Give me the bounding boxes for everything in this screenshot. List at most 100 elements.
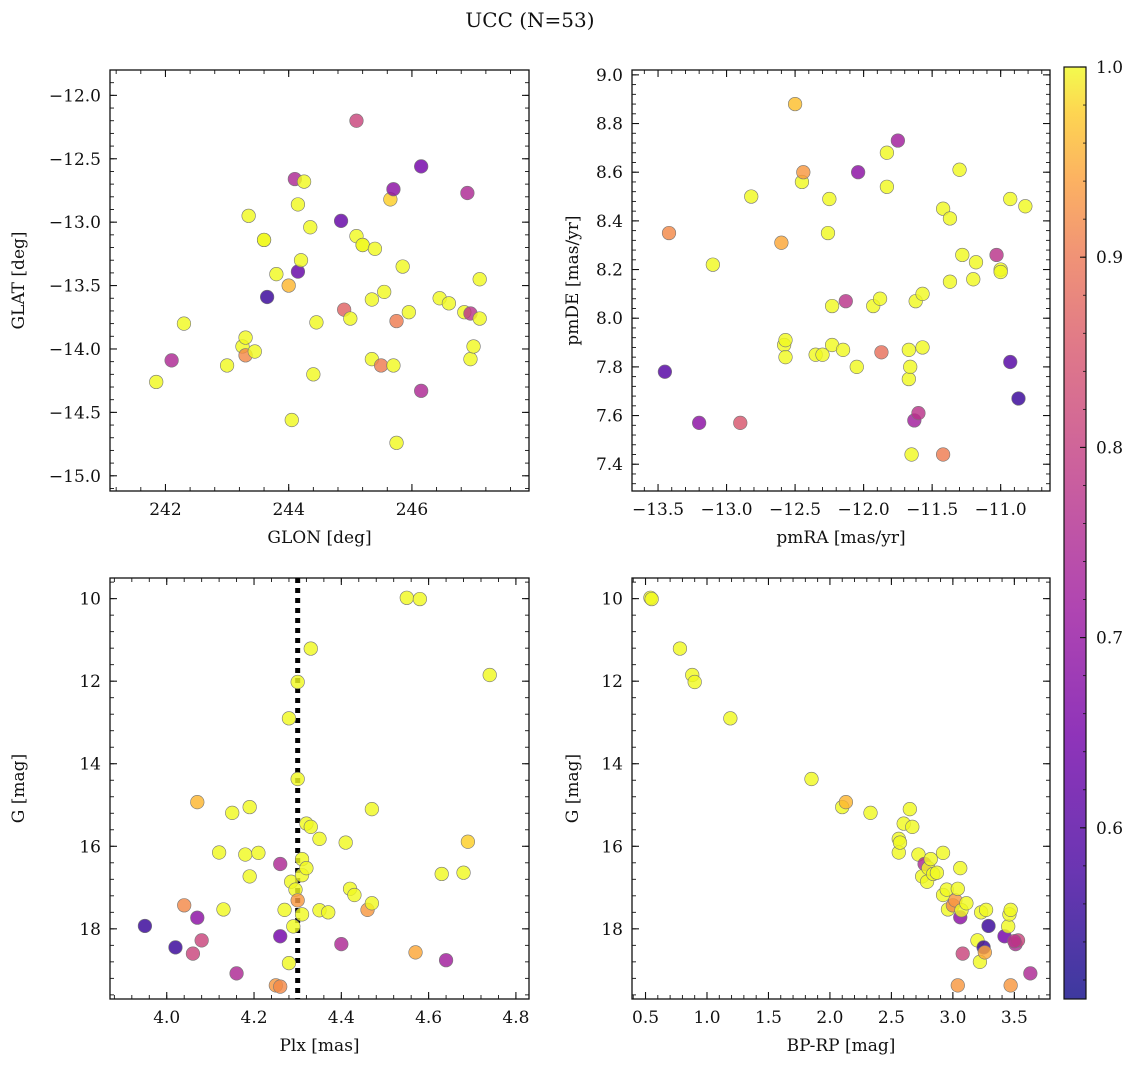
y-tick-label: 12 xyxy=(601,672,623,692)
data-point xyxy=(321,905,336,920)
y-tick-label: −12.5 xyxy=(49,150,101,170)
data-point xyxy=(874,345,889,360)
x-tick-label: 1.0 xyxy=(693,1008,720,1028)
data-point xyxy=(661,225,677,241)
x-axis-label: GLON [deg] xyxy=(267,528,371,548)
data-point xyxy=(386,358,401,373)
x-axis-label: pmRA [mas/yr] xyxy=(776,528,905,548)
data-point xyxy=(733,415,748,430)
panel-4: 0.5 1.0 1.5 2.0 2.5 3.0 3.5 10 12 14 16 18 BP-RP [ma… xyxy=(563,577,1051,1056)
data-point xyxy=(176,316,192,331)
y-tick-label: 7.4 xyxy=(596,455,623,475)
data-point xyxy=(1003,354,1018,370)
y-tick-label: 8.2 xyxy=(596,261,623,281)
data-point xyxy=(251,845,266,860)
data-point xyxy=(338,835,353,850)
data-point xyxy=(333,213,349,229)
data-point xyxy=(902,802,917,817)
data-point xyxy=(977,945,992,960)
data-point xyxy=(644,591,659,607)
data-point xyxy=(290,674,305,690)
data-point xyxy=(347,887,362,903)
data-point xyxy=(892,835,908,850)
panels: 242 244 246 −12.0 −12.5 −13.0 −13.5 −14.0 −14.5 −… xyxy=(9,66,1051,1056)
colorbar: 0.6 0.7 0.8 0.9 1.0 xyxy=(1063,58,1123,1000)
data-point xyxy=(744,189,759,204)
data-point xyxy=(915,340,930,355)
data-point xyxy=(399,590,414,605)
x-tick-label: 4.4 xyxy=(328,1008,355,1028)
y-tick-label: 8.8 xyxy=(596,115,623,135)
colorbar-frame xyxy=(1063,66,1087,1000)
data-point xyxy=(460,185,475,201)
x-axis-label: Plx [mas] xyxy=(279,1036,359,1056)
data-point xyxy=(1011,391,1026,406)
x-tick-label: 1.5 xyxy=(755,1008,782,1028)
data-point xyxy=(482,667,497,683)
data-point xyxy=(294,907,310,922)
data-point xyxy=(296,174,312,189)
data-point xyxy=(968,255,984,270)
data-point xyxy=(286,919,301,934)
x-tick-label: −11.0 xyxy=(975,500,1027,520)
data-point xyxy=(692,415,707,430)
data-point xyxy=(290,197,306,212)
data-point xyxy=(185,946,201,961)
data-point xyxy=(247,344,262,359)
data-point xyxy=(374,358,389,373)
data-point xyxy=(364,802,379,817)
panel-3: 4.0 4.2 4.4 4.6 4.8 10 12 14 16 18 Plx [mas] G [mag… xyxy=(9,577,530,1056)
data-point xyxy=(401,305,416,320)
x-tick-label: −13.0 xyxy=(701,500,753,520)
plot-frame xyxy=(109,577,530,1000)
data-point xyxy=(284,412,299,428)
colorbar-tick-label: 0.7 xyxy=(1096,629,1123,649)
x-tick-label: 4.8 xyxy=(502,1008,529,1028)
data-point xyxy=(168,940,183,955)
y-axis-label: G [mag] xyxy=(563,754,583,823)
data-point xyxy=(687,674,702,690)
data-point xyxy=(923,851,938,867)
data-point xyxy=(905,819,920,834)
data-point xyxy=(269,267,284,282)
x-tick-label: −12.5 xyxy=(769,500,821,520)
data-point xyxy=(281,955,297,971)
y-tick-label: 8.6 xyxy=(596,163,623,183)
data-point xyxy=(959,896,974,911)
data-point xyxy=(395,259,410,274)
data-point xyxy=(820,225,836,241)
data-point xyxy=(978,902,994,917)
data-point xyxy=(838,294,853,309)
data-point xyxy=(367,241,383,256)
panel-1: 242 244 246 −12.0 −12.5 −13.0 −13.5 −14.0 −14.5 −… xyxy=(9,69,530,548)
y-tick-label: 10 xyxy=(79,590,101,610)
y-tick-label: 18 xyxy=(79,920,101,940)
data-point xyxy=(219,358,235,373)
data-point xyxy=(935,845,951,860)
y-axis-label: pmDE [mas/yr] xyxy=(563,215,583,345)
data-point xyxy=(804,771,819,787)
data-point xyxy=(312,831,327,846)
data-point xyxy=(778,350,793,365)
data-point xyxy=(389,313,404,329)
y-axis-label: G [mag] xyxy=(9,754,29,823)
y-tick-label: −12.0 xyxy=(49,86,101,106)
y-tick-label: 14 xyxy=(601,755,623,775)
data-point xyxy=(412,591,427,607)
y-tick-label: 14 xyxy=(79,755,101,775)
data-point xyxy=(190,910,205,925)
data-point xyxy=(950,881,965,896)
data-point xyxy=(241,208,256,223)
data-point xyxy=(824,298,840,314)
data-point xyxy=(879,179,895,194)
data-point xyxy=(260,289,275,305)
x-tick-label: 4.6 xyxy=(415,1008,442,1028)
data-point xyxy=(303,819,318,834)
data-point xyxy=(377,284,392,300)
data-point xyxy=(879,145,895,160)
data-point xyxy=(901,371,916,387)
data-point xyxy=(955,247,970,263)
data-point xyxy=(1003,191,1018,207)
x-tick-label: 246 xyxy=(396,500,428,520)
data-point xyxy=(309,315,324,330)
